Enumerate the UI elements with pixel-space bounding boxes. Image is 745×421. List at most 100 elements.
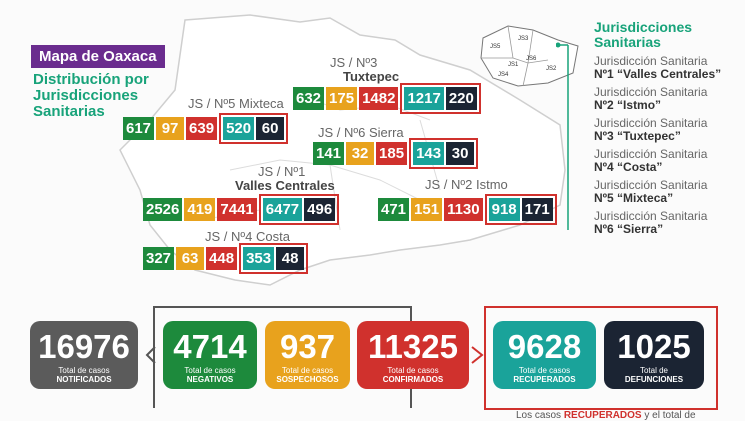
highlight-box: 143 30 bbox=[409, 138, 479, 169]
stat-negativos: 141 bbox=[313, 142, 345, 165]
stat-sospechosos: 63 bbox=[176, 247, 205, 270]
region-label-valles-code: JS / Nº1 bbox=[258, 164, 306, 179]
total-notificados: 16976 Total de casos NOTIFICADOS bbox=[30, 321, 138, 389]
stat-sospechosos: 32 bbox=[346, 142, 375, 165]
stat-negativos: 327 bbox=[143, 247, 175, 270]
region-label-tuxtepec-name: Tuxtepec bbox=[343, 69, 400, 84]
region-label-sierra: JS / Nº6 Sierra bbox=[318, 125, 404, 140]
total-caption: Total de casos bbox=[387, 366, 439, 375]
total-caption: Total de casos bbox=[518, 366, 571, 375]
arrow-left-icon bbox=[145, 346, 156, 364]
total-caption-strong: CONFIRMADOS bbox=[382, 375, 444, 384]
map-title-tag: Mapa de Oaxaca bbox=[31, 45, 165, 68]
legend-item: Jurisdicción Sanitaria Nº6 “Sierra” bbox=[594, 209, 708, 236]
legend-item: Jurisdicción Sanitaria Nº2 “Istmo” bbox=[594, 85, 708, 112]
stat-confirmados: 1482 bbox=[359, 87, 399, 110]
stat-recuperados: 143 bbox=[413, 142, 445, 165]
stat-defunciones: 220 bbox=[445, 87, 477, 110]
stat-recuperados: 520 bbox=[223, 117, 255, 140]
stat-negativos: 632 bbox=[293, 87, 325, 110]
outcome-group-frame bbox=[484, 306, 718, 410]
arrow-right-icon bbox=[471, 346, 484, 364]
stat-defunciones: 496 bbox=[304, 198, 336, 221]
total-sospechosos: 937 Total de casos SOSPECHOSOS bbox=[265, 321, 350, 389]
total-caption: Total de casos bbox=[184, 366, 236, 375]
footer-note: Los casos RECUPERADOS y el total de bbox=[516, 410, 696, 421]
total-caption-strong: NOTIFICADOS bbox=[56, 375, 112, 384]
region-label-istmo: JS / Nº2 Istmo bbox=[425, 177, 508, 192]
region-stats-tuxtepec: 632 175 1482 1217 220 bbox=[293, 83, 481, 114]
mini-map-label: JS4 bbox=[498, 72, 509, 78]
total-caption-strong: DEFUNCIONES bbox=[624, 375, 684, 384]
stat-defunciones: 171 bbox=[521, 198, 553, 221]
region-label-costa: JS / Nº4 Costa bbox=[205, 229, 290, 244]
legend-title-line-2: Sanitarias bbox=[594, 34, 661, 50]
region-stats-istmo: 471 151 1130 918 171 bbox=[378, 194, 557, 225]
region-label-mixteca: JS / Nº5 Mixteca bbox=[188, 96, 284, 111]
total-caption-strong: NEGATIVOS bbox=[186, 375, 234, 384]
total-value: 11325 bbox=[368, 328, 458, 365]
stat-sospechosos: 175 bbox=[326, 87, 358, 110]
subtitle-line-3: Sanitarias bbox=[33, 103, 105, 120]
region-stats-mixteca: 617 97 639 520 60 bbox=[123, 113, 289, 144]
total-value: 9628 bbox=[507, 328, 582, 365]
legend-item: Jurisdicción Sanitaria Nº4 “Costa” bbox=[594, 147, 708, 174]
stat-negativos: 2526 bbox=[143, 198, 183, 221]
total-recuperados: 9628 Total de casos RECUPERADOS bbox=[493, 321, 596, 389]
legend-list: Jurisdicción Sanitaria Nº1 “Valles Centra… bbox=[594, 55, 744, 236]
stat-defunciones: 30 bbox=[446, 142, 475, 165]
stat-confirmados: 7441 bbox=[217, 198, 257, 221]
mini-map-label: JS3 bbox=[518, 36, 529, 42]
stat-recuperados: 918 bbox=[488, 198, 520, 221]
region-stats-valles: 2526 419 7441 6477 496 bbox=[143, 194, 340, 225]
mini-map-label: JS1 bbox=[508, 62, 519, 68]
stat-defunciones: 60 bbox=[256, 117, 285, 140]
mini-map-label: JS2 bbox=[546, 66, 557, 72]
stat-sospechosos: 151 bbox=[411, 198, 443, 221]
highlight-box: 1217 220 bbox=[400, 83, 481, 114]
stat-recuperados: 353 bbox=[243, 247, 275, 270]
stat-sospechosos: 419 bbox=[184, 198, 216, 221]
stat-defunciones: 48 bbox=[276, 247, 305, 270]
legend-item: Jurisdicción Sanitaria Nº3 “Tuxtepec” bbox=[594, 116, 708, 143]
total-value: 1025 bbox=[617, 328, 691, 365]
total-caption: Total de casos bbox=[58, 366, 110, 375]
legend-item: Jurisdicción Sanitaria Nº5 “Mixteca” bbox=[594, 178, 708, 205]
total-defunciones: 1025 Total de DEFUNCIONES bbox=[604, 321, 704, 389]
stat-recuperados: 6477 bbox=[262, 198, 303, 221]
highlight-box: 520 60 bbox=[219, 113, 289, 144]
total-caption: Total de casos bbox=[281, 366, 334, 375]
subtitle-line-1: Distribución por bbox=[33, 71, 149, 88]
region-label-valles-name: Valles Centrales bbox=[235, 178, 335, 193]
subtitle-line-2: Jurisdicciones bbox=[33, 87, 139, 104]
subtitle: Distribución por Jurisdicciones Sanitari… bbox=[33, 72, 149, 120]
total-negativos: 4714 Total de casos NEGATIVOS bbox=[163, 321, 257, 389]
legend-title-line-1: Jurisdicciones bbox=[594, 19, 693, 35]
legend-item: Jurisdicción Sanitaria Nº1 “Valles Centra… bbox=[594, 54, 722, 81]
legend-connector bbox=[556, 42, 569, 230]
mini-map: JS3 JS5 JS1 JS6 JS4 JS2 bbox=[480, 25, 579, 87]
total-caption: Total de bbox=[639, 366, 669, 375]
total-caption-strong: SOSPECHOSOS bbox=[276, 375, 339, 384]
highlight-box: 353 48 bbox=[239, 243, 309, 274]
total-caption-strong: RECUPERADOS bbox=[513, 375, 576, 384]
total-value: 4714 bbox=[173, 328, 247, 365]
stat-sospechosos: 97 bbox=[156, 117, 185, 140]
stat-negativos: 471 bbox=[378, 198, 410, 221]
total-value: 937 bbox=[279, 328, 336, 365]
stat-recuperados: 1217 bbox=[404, 87, 444, 110]
total-value: 16976 bbox=[38, 328, 130, 365]
highlight-box: 6477 496 bbox=[258, 194, 340, 225]
stat-confirmados: 1130 bbox=[444, 198, 483, 221]
legend-title: Jurisdicciones Sanitarias bbox=[594, 20, 692, 50]
region-label-tuxtepec-code: JS / Nº3 bbox=[330, 55, 378, 70]
stat-confirmados: 639 bbox=[186, 117, 218, 140]
total-confirmados: 11325 Total de casos CONFIRMADOS bbox=[357, 321, 469, 389]
stat-negativos: 617 bbox=[123, 117, 155, 140]
highlight-box: 918 171 bbox=[484, 194, 557, 225]
stat-confirmados: 448 bbox=[206, 247, 238, 270]
stat-confirmados: 185 bbox=[376, 142, 408, 165]
mini-map-label: JS6 bbox=[526, 56, 537, 62]
region-stats-costa: 327 63 448 353 48 bbox=[143, 243, 309, 274]
mini-map-label: JS5 bbox=[490, 44, 501, 50]
